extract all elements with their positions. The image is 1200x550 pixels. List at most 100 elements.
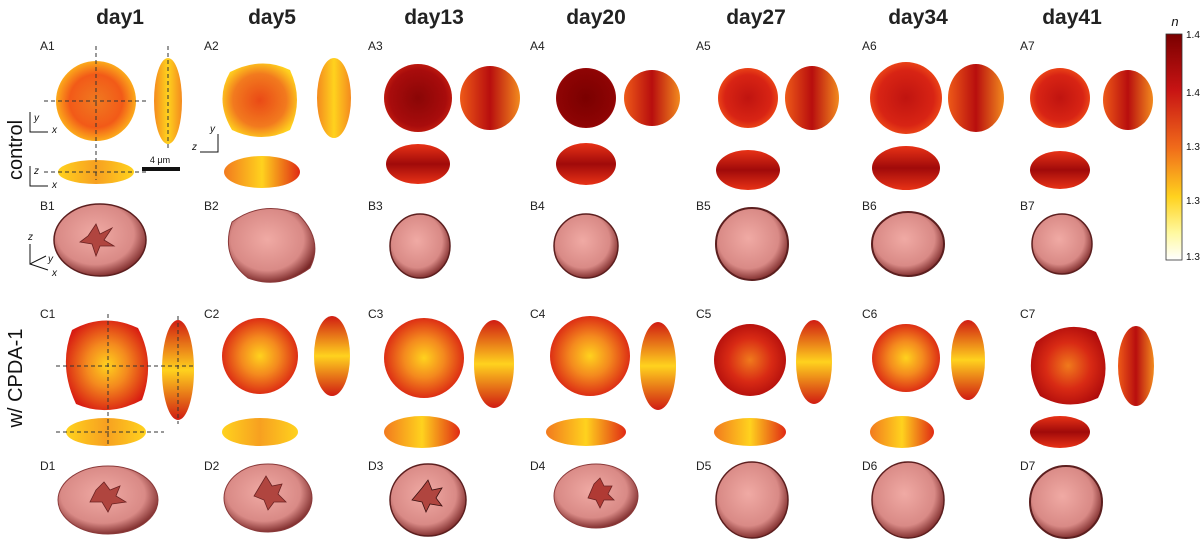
day-header-3: day13 (404, 6, 464, 29)
day-header-7: day41 (1042, 6, 1102, 29)
axis-label-z-A1b: z (33, 166, 39, 177)
axis-arrows-A1 (29, 112, 48, 133)
day-header-6: day34 (888, 6, 948, 29)
panel-label-B6: B6 (862, 199, 877, 213)
cell-A4-xy (556, 68, 616, 128)
cell-A6-yz (948, 64, 1004, 132)
panel-label-D3: D3 (368, 459, 384, 473)
cell-A4-yz (624, 70, 680, 126)
axis-label-z-A2: z (191, 142, 197, 153)
wrinkle-D3 (411, 479, 443, 513)
cell-A5-yz (785, 66, 839, 130)
axis-arrows-B1 (29, 244, 49, 271)
panel-label-C4: C4 (530, 307, 546, 321)
cell-A2-xy (222, 63, 297, 137)
cell-C7-yz (1118, 326, 1154, 406)
wrinkle-D4 (587, 477, 615, 509)
cell-A6-xz (872, 146, 940, 190)
surface-B6 (871, 211, 945, 277)
cell-C5-xz (714, 418, 786, 446)
surface-D6 (871, 461, 945, 539)
cell-C6-xz (870, 416, 934, 448)
colorbar-tick-4: 1.36 (1186, 196, 1200, 207)
panel-label-B5: B5 (696, 199, 711, 213)
axis-arrows-A2 (200, 134, 219, 153)
cell-A7-xz (1030, 151, 1090, 189)
axis-label-z-B1: z (27, 232, 33, 243)
surface-B7 (1031, 213, 1093, 275)
cell-C7-xz (1030, 416, 1090, 448)
wrinkle-D1 (89, 481, 128, 513)
day-header-2: day5 (248, 6, 296, 29)
panel-label-A7: A7 (1020, 39, 1035, 53)
wrinkle-B1 (79, 223, 116, 258)
cell-C2-xz (222, 418, 298, 446)
cell-C5-xy (714, 324, 786, 396)
panel-label-C1: C1 (40, 307, 56, 321)
axis-label-y-A2: y (209, 124, 216, 135)
colorbar-tick-3: 1.38 (1186, 142, 1200, 153)
axis-label-x-B1: x (51, 268, 58, 279)
panel-label-D5: D5 (696, 459, 712, 473)
panel-label-A5: A5 (696, 39, 711, 53)
panel-label-A6: A6 (862, 39, 877, 53)
axis-label-y-B1: y (47, 254, 54, 265)
panel-label-C5: C5 (696, 307, 712, 321)
cell-C4-xy (550, 316, 630, 396)
panel-label-A2: A2 (204, 39, 219, 53)
cell-A1-yz (154, 58, 182, 144)
surface-B3 (389, 213, 451, 279)
panel-label-B3: B3 (368, 199, 383, 213)
panel-label-C3: C3 (368, 307, 384, 321)
colorbar-tick-1: 1.42 (1186, 30, 1200, 41)
cell-C2-xy (222, 318, 298, 394)
panel-label-D7: D7 (1020, 459, 1036, 473)
cell-A3-xy (384, 64, 452, 132)
panel-label-D4: D4 (530, 459, 546, 473)
axis-label-y-A1: y (33, 113, 40, 124)
cell-A2-yz (317, 58, 351, 138)
panel-label-A1: A1 (40, 39, 55, 53)
surface-B4 (553, 213, 619, 279)
cell-C6-xy (872, 324, 940, 392)
cell-A2-xz (224, 156, 300, 188)
cell-A5-xz (716, 150, 780, 190)
panel-label-B4: B4 (530, 199, 545, 213)
axis-arrows-A1b (29, 166, 48, 187)
scale-bar-label: 4 μm (150, 155, 170, 165)
cell-C2-yz (314, 316, 350, 396)
axis-label-x-A1b: x (51, 180, 58, 191)
surface-B5 (715, 207, 789, 281)
crosshair-C1 (56, 314, 196, 444)
cell-A7-xy (1030, 68, 1090, 128)
colorbar-label: n (1171, 14, 1178, 29)
panel-label-C7: C7 (1020, 307, 1036, 321)
cell-C1-yz (162, 320, 194, 420)
surface-B2 (227, 208, 316, 283)
cell-C3-xy (384, 318, 464, 398)
surface-D7 (1029, 465, 1103, 539)
cell-C4-xz (546, 418, 626, 446)
surface-D5 (715, 461, 789, 539)
day-header-5: day27 (726, 6, 786, 29)
cell-C7-xy (1030, 326, 1106, 405)
cell-C3-xz (384, 416, 460, 448)
panel-label-C6: C6 (862, 307, 878, 321)
panel-label-D1: D1 (40, 459, 56, 473)
panel-label-B2: B2 (204, 199, 219, 213)
cell-A5-xy (718, 68, 778, 128)
crosshair-A1 (44, 46, 169, 180)
cell-C4-yz (640, 322, 676, 410)
row-label-control: control (5, 120, 27, 180)
panel-label-A3: A3 (368, 39, 383, 53)
cell-C6-yz (951, 320, 985, 400)
panel-label-D2: D2 (204, 459, 220, 473)
scale-bar (142, 167, 180, 171)
panel-label-C2: C2 (204, 307, 220, 321)
cell-A4-xz (556, 143, 616, 185)
row-label-cpda: w/ CPDA-1 (5, 329, 27, 429)
cell-A3-xz (386, 144, 450, 184)
panel-label-D6: D6 (862, 459, 878, 473)
axis-label-x-A1: x (51, 125, 58, 136)
